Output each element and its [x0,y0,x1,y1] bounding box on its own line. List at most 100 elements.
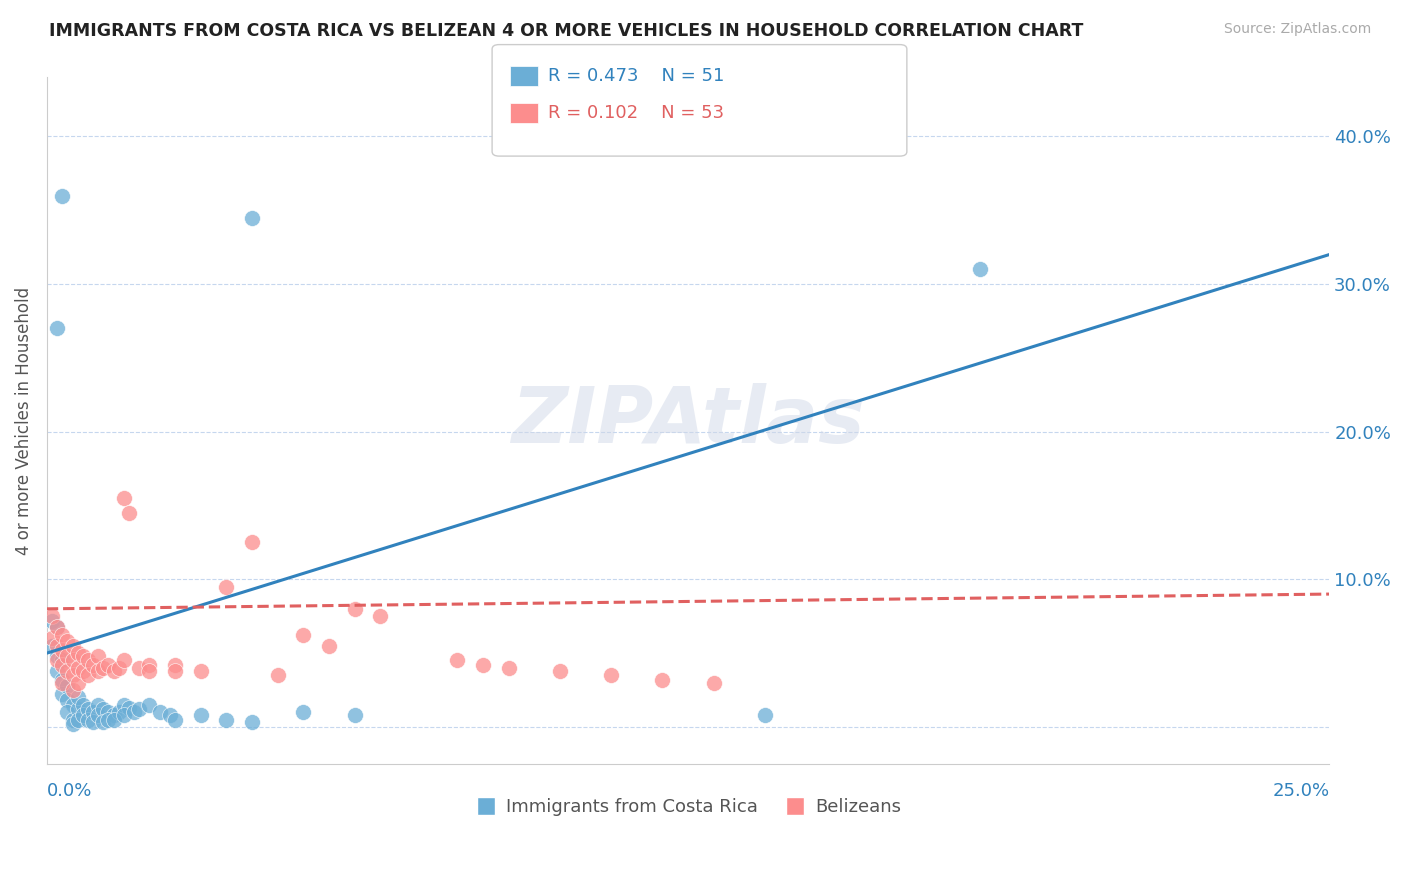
Point [240,715,263,730]
Point [51,188,73,202]
Point [112,708,135,723]
Point [46,321,69,335]
Point [651,673,673,687]
Point [703,675,725,690]
Text: R = 0.102    N = 53: R = 0.102 N = 53 [548,104,724,122]
Point [343,708,366,723]
Point [46,664,69,678]
Text: 0.0%: 0.0% [46,781,93,799]
Point [159,708,181,723]
Point [46,619,69,633]
Point [82,705,104,719]
Legend: Immigrants from Costa Rica, Belizeans: Immigrants from Costa Rica, Belizeans [468,791,908,823]
Point [77,668,100,682]
Point [77,702,100,716]
Point [165,713,187,727]
Point [215,580,238,594]
Point [138,698,160,712]
Point [62,713,84,727]
Point [240,211,263,225]
Point [41,639,63,653]
Point [103,713,125,727]
Point [112,491,135,505]
Point [548,664,571,678]
Point [62,698,84,712]
Point [51,688,73,702]
Point [66,661,89,675]
Point [118,506,141,520]
Point [165,664,187,678]
Point [165,657,187,672]
Point [51,653,73,667]
Point [91,661,114,675]
Point [87,649,110,664]
Point [87,708,110,723]
Point [103,708,125,723]
Point [51,657,73,672]
Point [56,634,79,648]
Point [62,683,84,698]
Point [97,657,120,672]
Point [72,664,94,678]
Point [72,698,94,712]
Point [343,602,366,616]
Point [51,673,73,687]
Point [600,668,623,682]
Point [66,690,89,705]
Point [754,708,776,723]
Point [128,661,150,675]
Point [46,619,69,633]
Point [471,657,494,672]
Point [66,646,89,660]
Point [118,700,141,714]
Point [498,661,520,675]
Point [318,639,340,653]
Point [97,705,120,719]
Point [56,693,79,707]
Point [292,628,315,642]
Point [103,664,125,678]
Point [112,653,135,667]
Point [91,715,114,730]
Point [112,698,135,712]
Point [969,262,991,277]
Point [62,639,84,653]
Point [97,713,120,727]
Point [149,705,172,719]
Point [72,649,94,664]
Point [41,632,63,646]
Point [51,628,73,642]
Text: ZIPAtlas: ZIPAtlas [512,383,865,458]
Point [46,653,69,667]
Text: 25.0%: 25.0% [1272,781,1329,799]
Point [51,643,73,657]
Point [240,535,263,549]
Point [46,649,69,664]
Point [91,702,114,716]
Point [82,657,104,672]
Point [56,705,79,719]
Point [62,653,84,667]
Point [107,705,129,719]
Point [41,614,63,628]
Point [87,664,110,678]
Point [56,649,79,664]
Point [215,713,238,727]
Point [62,717,84,731]
Point [122,705,145,719]
Point [190,708,212,723]
Point [56,679,79,693]
Point [368,609,391,624]
Point [51,675,73,690]
Point [267,668,290,682]
Text: Source: ZipAtlas.com: Source: ZipAtlas.com [1223,22,1371,37]
Point [446,653,468,667]
Point [66,713,89,727]
Point [190,664,212,678]
Point [66,675,89,690]
Point [66,702,89,716]
Point [138,664,160,678]
Y-axis label: 4 or more Vehicles in Household: 4 or more Vehicles in Household [15,286,32,555]
Point [87,698,110,712]
Text: R = 0.473    N = 51: R = 0.473 N = 51 [548,67,724,85]
